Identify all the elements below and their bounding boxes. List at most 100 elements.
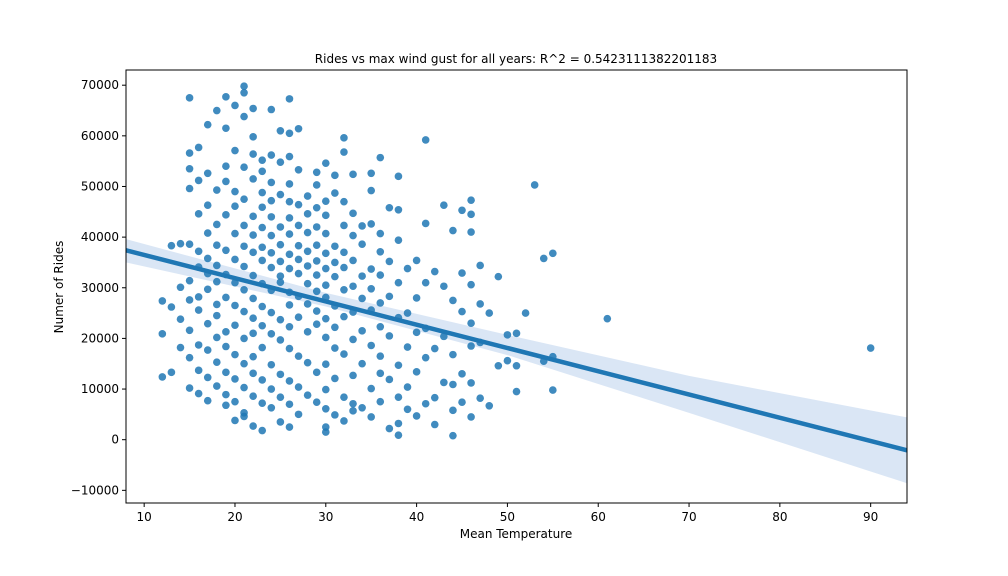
- data-point: [340, 134, 348, 142]
- data-point: [176, 343, 185, 352]
- data-point: [222, 211, 230, 219]
- data-point: [285, 377, 294, 385]
- data-point: [231, 416, 239, 425]
- y-tick-label: 30000: [81, 281, 119, 295]
- data-point: [194, 341, 203, 349]
- data-point: [249, 150, 257, 158]
- data-point: [430, 420, 439, 429]
- data-point: [203, 319, 212, 328]
- data-point: [194, 293, 203, 301]
- data-point: [467, 413, 475, 421]
- data-point: [358, 359, 366, 368]
- data-point: [285, 423, 294, 431]
- data-point: [213, 311, 221, 320]
- data-point: [467, 210, 475, 219]
- data-point: [421, 399, 430, 408]
- data-point: [367, 265, 375, 273]
- data-point: [376, 397, 385, 406]
- data-point: [249, 352, 257, 361]
- y-tick-label: 40000: [81, 230, 119, 244]
- data-point: [258, 203, 267, 212]
- data-point: [213, 106, 221, 115]
- data-point: [213, 220, 221, 229]
- data-point: [267, 263, 276, 272]
- data-point: [412, 256, 421, 265]
- data-point: [213, 241, 221, 250]
- data-point: [222, 390, 230, 399]
- data-point: [503, 331, 512, 339]
- data-point: [285, 197, 294, 206]
- x-tick-label: 90: [863, 510, 878, 524]
- data-point: [213, 358, 221, 367]
- data-point: [222, 368, 230, 377]
- data-point: [213, 300, 221, 309]
- data-point: [394, 431, 403, 439]
- data-point: [213, 333, 221, 342]
- data-point: [267, 196, 276, 205]
- data-point: [294, 241, 303, 250]
- data-point: [222, 342, 230, 351]
- data-point: [376, 352, 385, 360]
- data-point: [203, 254, 212, 263]
- data-point: [394, 278, 403, 287]
- data-point: [358, 222, 366, 230]
- data-point: [340, 148, 348, 156]
- data-point: [494, 361, 503, 370]
- data-points-layer: [158, 82, 875, 440]
- data-point: [358, 294, 366, 303]
- regression-line-layer: [126, 248, 907, 453]
- data-point: [331, 374, 339, 383]
- data-point: [349, 335, 357, 344]
- data-point: [194, 210, 203, 218]
- data-point: [194, 247, 203, 256]
- data-point: [394, 172, 403, 181]
- data-point: [385, 257, 394, 266]
- data-point: [240, 163, 248, 172]
- data-point: [276, 315, 285, 324]
- data-point: [349, 231, 357, 240]
- data-point: [240, 88, 248, 97]
- data-point: [549, 249, 557, 258]
- data-point: [285, 129, 294, 138]
- data-point: [176, 315, 185, 323]
- data-point: [294, 352, 303, 360]
- data-point: [267, 330, 276, 338]
- data-point: [231, 146, 239, 155]
- data-point: [303, 300, 312, 308]
- data-point: [276, 240, 285, 249]
- data-point: [258, 243, 267, 252]
- data-point: [376, 299, 385, 307]
- data-point: [512, 361, 521, 370]
- data-point: [276, 158, 285, 166]
- data-point: [476, 394, 484, 402]
- data-point: [303, 247, 312, 256]
- data-point: [385, 292, 394, 301]
- x-axis-label: Mean Temperature: [460, 527, 573, 541]
- data-point: [358, 327, 366, 335]
- data-point: [176, 239, 185, 248]
- x-tick-label: 40: [409, 510, 424, 524]
- data-point: [213, 277, 221, 286]
- y-tick-label: 60000: [81, 129, 119, 143]
- data-point: [440, 201, 448, 210]
- data-point: [421, 353, 430, 362]
- data-point: [440, 282, 448, 291]
- data-point: [394, 361, 403, 370]
- data-point: [494, 272, 503, 281]
- data-point: [285, 95, 294, 103]
- data-point: [240, 307, 248, 316]
- data-point: [512, 329, 521, 338]
- data-point: [267, 151, 276, 159]
- data-point: [367, 220, 375, 228]
- data-point: [185, 276, 194, 285]
- data-point: [467, 280, 475, 289]
- plot-frame: [125, 69, 908, 504]
- data-point: [321, 405, 330, 413]
- data-point: [185, 326, 194, 335]
- data-point: [258, 321, 267, 330]
- data-point: [240, 112, 248, 121]
- chart-title: Rides vs max wind gust for all years: R^…: [315, 52, 717, 66]
- data-point: [222, 246, 230, 255]
- data-point: [421, 136, 430, 144]
- data-point: [222, 162, 230, 171]
